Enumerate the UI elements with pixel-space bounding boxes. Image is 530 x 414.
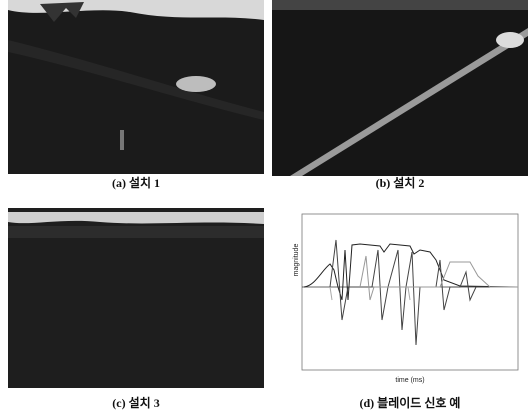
photo-b xyxy=(272,0,528,176)
caption: (b) 설치 2 xyxy=(376,175,425,190)
caption: (a) 설치 1 xyxy=(112,175,160,190)
photo-a xyxy=(8,0,264,174)
photo-c xyxy=(8,208,264,388)
x-axis-label: time (ms) xyxy=(395,377,424,384)
signal-plot xyxy=(301,213,519,371)
caption: (d) 블레이드 신호 예 xyxy=(360,395,461,410)
y-axis-label: magnitude xyxy=(293,244,300,277)
caption: (c) 설치 3 xyxy=(112,395,159,410)
